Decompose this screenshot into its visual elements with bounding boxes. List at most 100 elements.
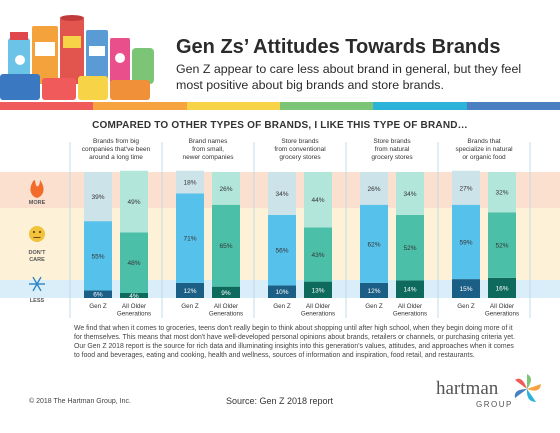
data-label: 34% — [275, 191, 288, 198]
pinwheel-icon — [514, 374, 541, 402]
bar-segment — [268, 214, 296, 286]
category-label: grocery stores — [279, 154, 321, 161]
category-label: newer companies — [183, 154, 235, 161]
category-label: companies that've been — [82, 146, 151, 153]
category-label: from natural — [375, 146, 410, 153]
group-label: Generations — [485, 311, 519, 318]
data-label: 26% — [219, 186, 232, 193]
data-label: 10% — [275, 289, 288, 296]
data-label: 14% — [403, 287, 416, 294]
page-title: Gen Zs’ Attitudes Towards Brands — [176, 36, 501, 58]
data-label: 9% — [221, 290, 231, 297]
data-label: 56% — [275, 248, 288, 255]
group-label: All Older — [122, 303, 146, 310]
level-label: DON'T — [29, 250, 47, 256]
bar-segment — [120, 292, 148, 298]
group-label: Generations — [117, 311, 151, 318]
group-label: Gen Z — [181, 303, 199, 310]
data-label: 52% — [403, 245, 416, 252]
category-label: Store brands — [281, 138, 319, 145]
bar-segment — [84, 172, 112, 222]
grocery-products-illustration — [0, 15, 154, 100]
category-label: or organic food — [462, 154, 506, 161]
data-label: 52% — [495, 243, 508, 250]
bar-segment — [304, 172, 332, 228]
bar-segment — [488, 172, 516, 213]
group-label: All Older — [398, 303, 422, 310]
hartman-group-logo: hartman GROUP — [436, 374, 546, 416]
category-label: Brand names — [189, 138, 228, 145]
bar-segment — [176, 282, 204, 298]
category-label: around a long time — [89, 154, 143, 161]
bar-segment — [212, 204, 240, 287]
bar-segment — [452, 204, 480, 280]
level-label: CARE — [29, 257, 45, 263]
fire-icon — [30, 180, 44, 198]
bar-segment — [268, 285, 296, 298]
data-label: 12% — [367, 288, 380, 295]
bar-segment — [212, 286, 240, 298]
category-label: specialize in natural — [455, 146, 513, 153]
category-label: Brands from big — [93, 138, 139, 145]
category-label: from conventional — [274, 146, 326, 153]
level-label: MORE — [29, 200, 46, 206]
group-label: Gen Z — [273, 303, 291, 310]
bar-segment — [120, 232, 148, 293]
bar-segment — [360, 204, 388, 283]
group-label: All Older — [214, 303, 238, 310]
bar-segment — [84, 221, 112, 291]
bar-segment — [176, 193, 204, 283]
stripe-segment — [186, 102, 281, 110]
group-label: Gen Z — [89, 303, 107, 310]
bar-segment — [396, 172, 424, 215]
category-label: Store brands — [373, 138, 411, 145]
source-note: Source: Gen Z 2018 report — [226, 396, 334, 406]
bar-segment — [488, 277, 516, 298]
data-label: 71% — [183, 236, 196, 243]
data-label: 12% — [183, 288, 196, 295]
data-label: 32% — [495, 190, 508, 197]
neutral-face-eye — [38, 230, 42, 234]
data-label: 6% — [93, 292, 103, 299]
bar-segment — [396, 214, 424, 281]
neutral-face-eye — [32, 230, 36, 234]
bar-segment — [268, 172, 296, 215]
bar-segment — [488, 212, 516, 278]
page-subtitle: Gen Z appear to care less about brand in… — [176, 62, 522, 92]
bar-segment — [452, 279, 480, 298]
bar-segment — [360, 282, 388, 298]
data-label: 26% — [367, 186, 380, 193]
logo-wordmark: hartman — [436, 378, 499, 399]
group-label: Generations — [209, 311, 243, 318]
header: Gen Zs’ Attitudes Towards Brands Gen Z a… — [0, 0, 560, 112]
bar-segment — [84, 290, 112, 298]
chart-heading: COMPARED TO OTHER TYPES OF BRANDS, I LIK… — [92, 120, 468, 131]
logo-tagline: GROUP — [476, 400, 513, 409]
stripe-segment — [280, 102, 374, 110]
category-label: from small, — [192, 146, 224, 153]
stripe-segment — [373, 102, 468, 110]
stripe-segment — [93, 102, 188, 110]
level-label: LESS — [30, 298, 45, 304]
data-label: 43% — [311, 252, 324, 259]
data-label: 13% — [311, 287, 324, 294]
data-label: 44% — [311, 197, 324, 204]
copyright: © 2018 The Hartman Group, Inc. — [29, 398, 131, 405]
data-label: 18% — [183, 180, 196, 187]
snowflake-icon-arm — [32, 276, 42, 292]
bar-segment — [212, 172, 240, 205]
data-label: 65% — [219, 243, 232, 250]
data-label: 27% — [459, 185, 472, 192]
footnote: We find that when it comes to groceries,… — [74, 325, 515, 359]
data-label: 15% — [459, 286, 472, 293]
group-label: All Older — [306, 303, 330, 310]
group-label: Generations — [393, 311, 427, 318]
bar-segment — [304, 281, 332, 298]
data-label: 48% — [127, 260, 140, 267]
category-label: grocery stores — [371, 154, 413, 161]
neutral-face-icon — [29, 226, 45, 242]
color-stripe — [0, 102, 560, 110]
category-label: Brands that — [467, 138, 500, 145]
bar-segment — [176, 170, 204, 194]
